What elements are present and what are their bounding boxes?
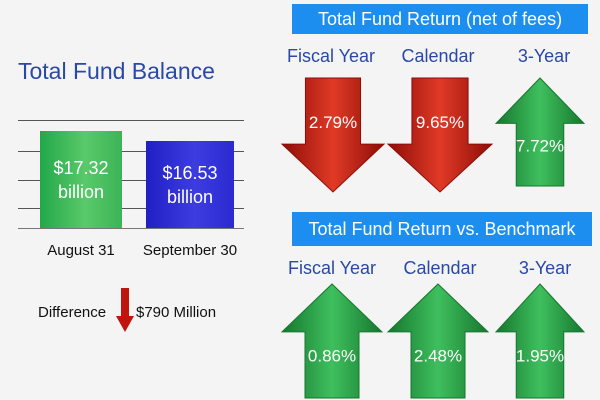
benchmark-arrow-3-year-value: 1.95% [516, 346, 564, 365]
bar-september-30: $16.53 billion [146, 141, 234, 228]
benchmark-label-calendar: Calendar [403, 258, 477, 278]
gridline-0 [18, 120, 244, 121]
net-return-banner: Total Fund Return (net of fees) [292, 4, 588, 34]
baseline [18, 228, 244, 229]
benchmark-label-fiscal-year: Fiscal Year [287, 258, 377, 278]
gridline-3 [18, 208, 244, 209]
net-return-arrow-3-year: 7.72% [494, 77, 586, 187]
up-arrow-icon [494, 77, 586, 187]
down-arrow-icon [386, 77, 494, 193]
bar-august-31: $17.32 billion [40, 131, 122, 228]
category-label: September 30 [142, 242, 238, 259]
net-return-label-calendar: Calendar [401, 46, 475, 66]
net-return-arrow-fiscal-year: 2.79% [280, 77, 386, 193]
net-return-arrow-calendar-value: 9.65% [416, 113, 464, 132]
benchmark-return-banner: Total Fund Return vs. Benchmark [292, 212, 592, 246]
down-arrow-icon [280, 77, 386, 193]
category-label: August 31 [47, 242, 115, 259]
net-return-arrow-3-year-value: 7.72% [516, 137, 564, 156]
bar-value-label: $17.32 [53, 157, 109, 178]
benchmark-arrow-calendar-value: 2.48% [414, 346, 462, 365]
gridline-1 [18, 151, 244, 152]
benchmark-arrow-fiscal-year: 0.86% [280, 283, 384, 399]
net-return-arrow-calendar: 9.65% [386, 77, 494, 193]
benchmark-label-3-year: 3-Year [518, 258, 572, 278]
bar-value-label: $16.53 [162, 162, 218, 183]
up-arrow-icon [386, 283, 490, 399]
difference-label: Difference [38, 304, 107, 321]
net-return-label-fiscal-year: Fiscal Year [286, 46, 376, 66]
benchmark-arrow-fiscal-year-value: 0.86% [308, 346, 356, 365]
net-return-label-3-year: 3-Year [517, 46, 571, 66]
down-arrow-icon [116, 288, 134, 332]
balance-title: Total Fund Balance [18, 58, 215, 84]
difference-value: $790 Million [136, 304, 217, 321]
up-arrow-icon [280, 283, 384, 399]
net-return-arrow-fiscal-year-value: 2.79% [309, 113, 357, 132]
up-arrow-icon [494, 283, 586, 399]
benchmark-arrow-3-year: 1.95% [494, 283, 586, 399]
bar-unit-label: billion [57, 181, 105, 202]
bar-unit-label: billion [166, 186, 214, 207]
gridline-2 [18, 180, 244, 181]
benchmark-arrow-calendar: 2.48% [386, 283, 490, 399]
